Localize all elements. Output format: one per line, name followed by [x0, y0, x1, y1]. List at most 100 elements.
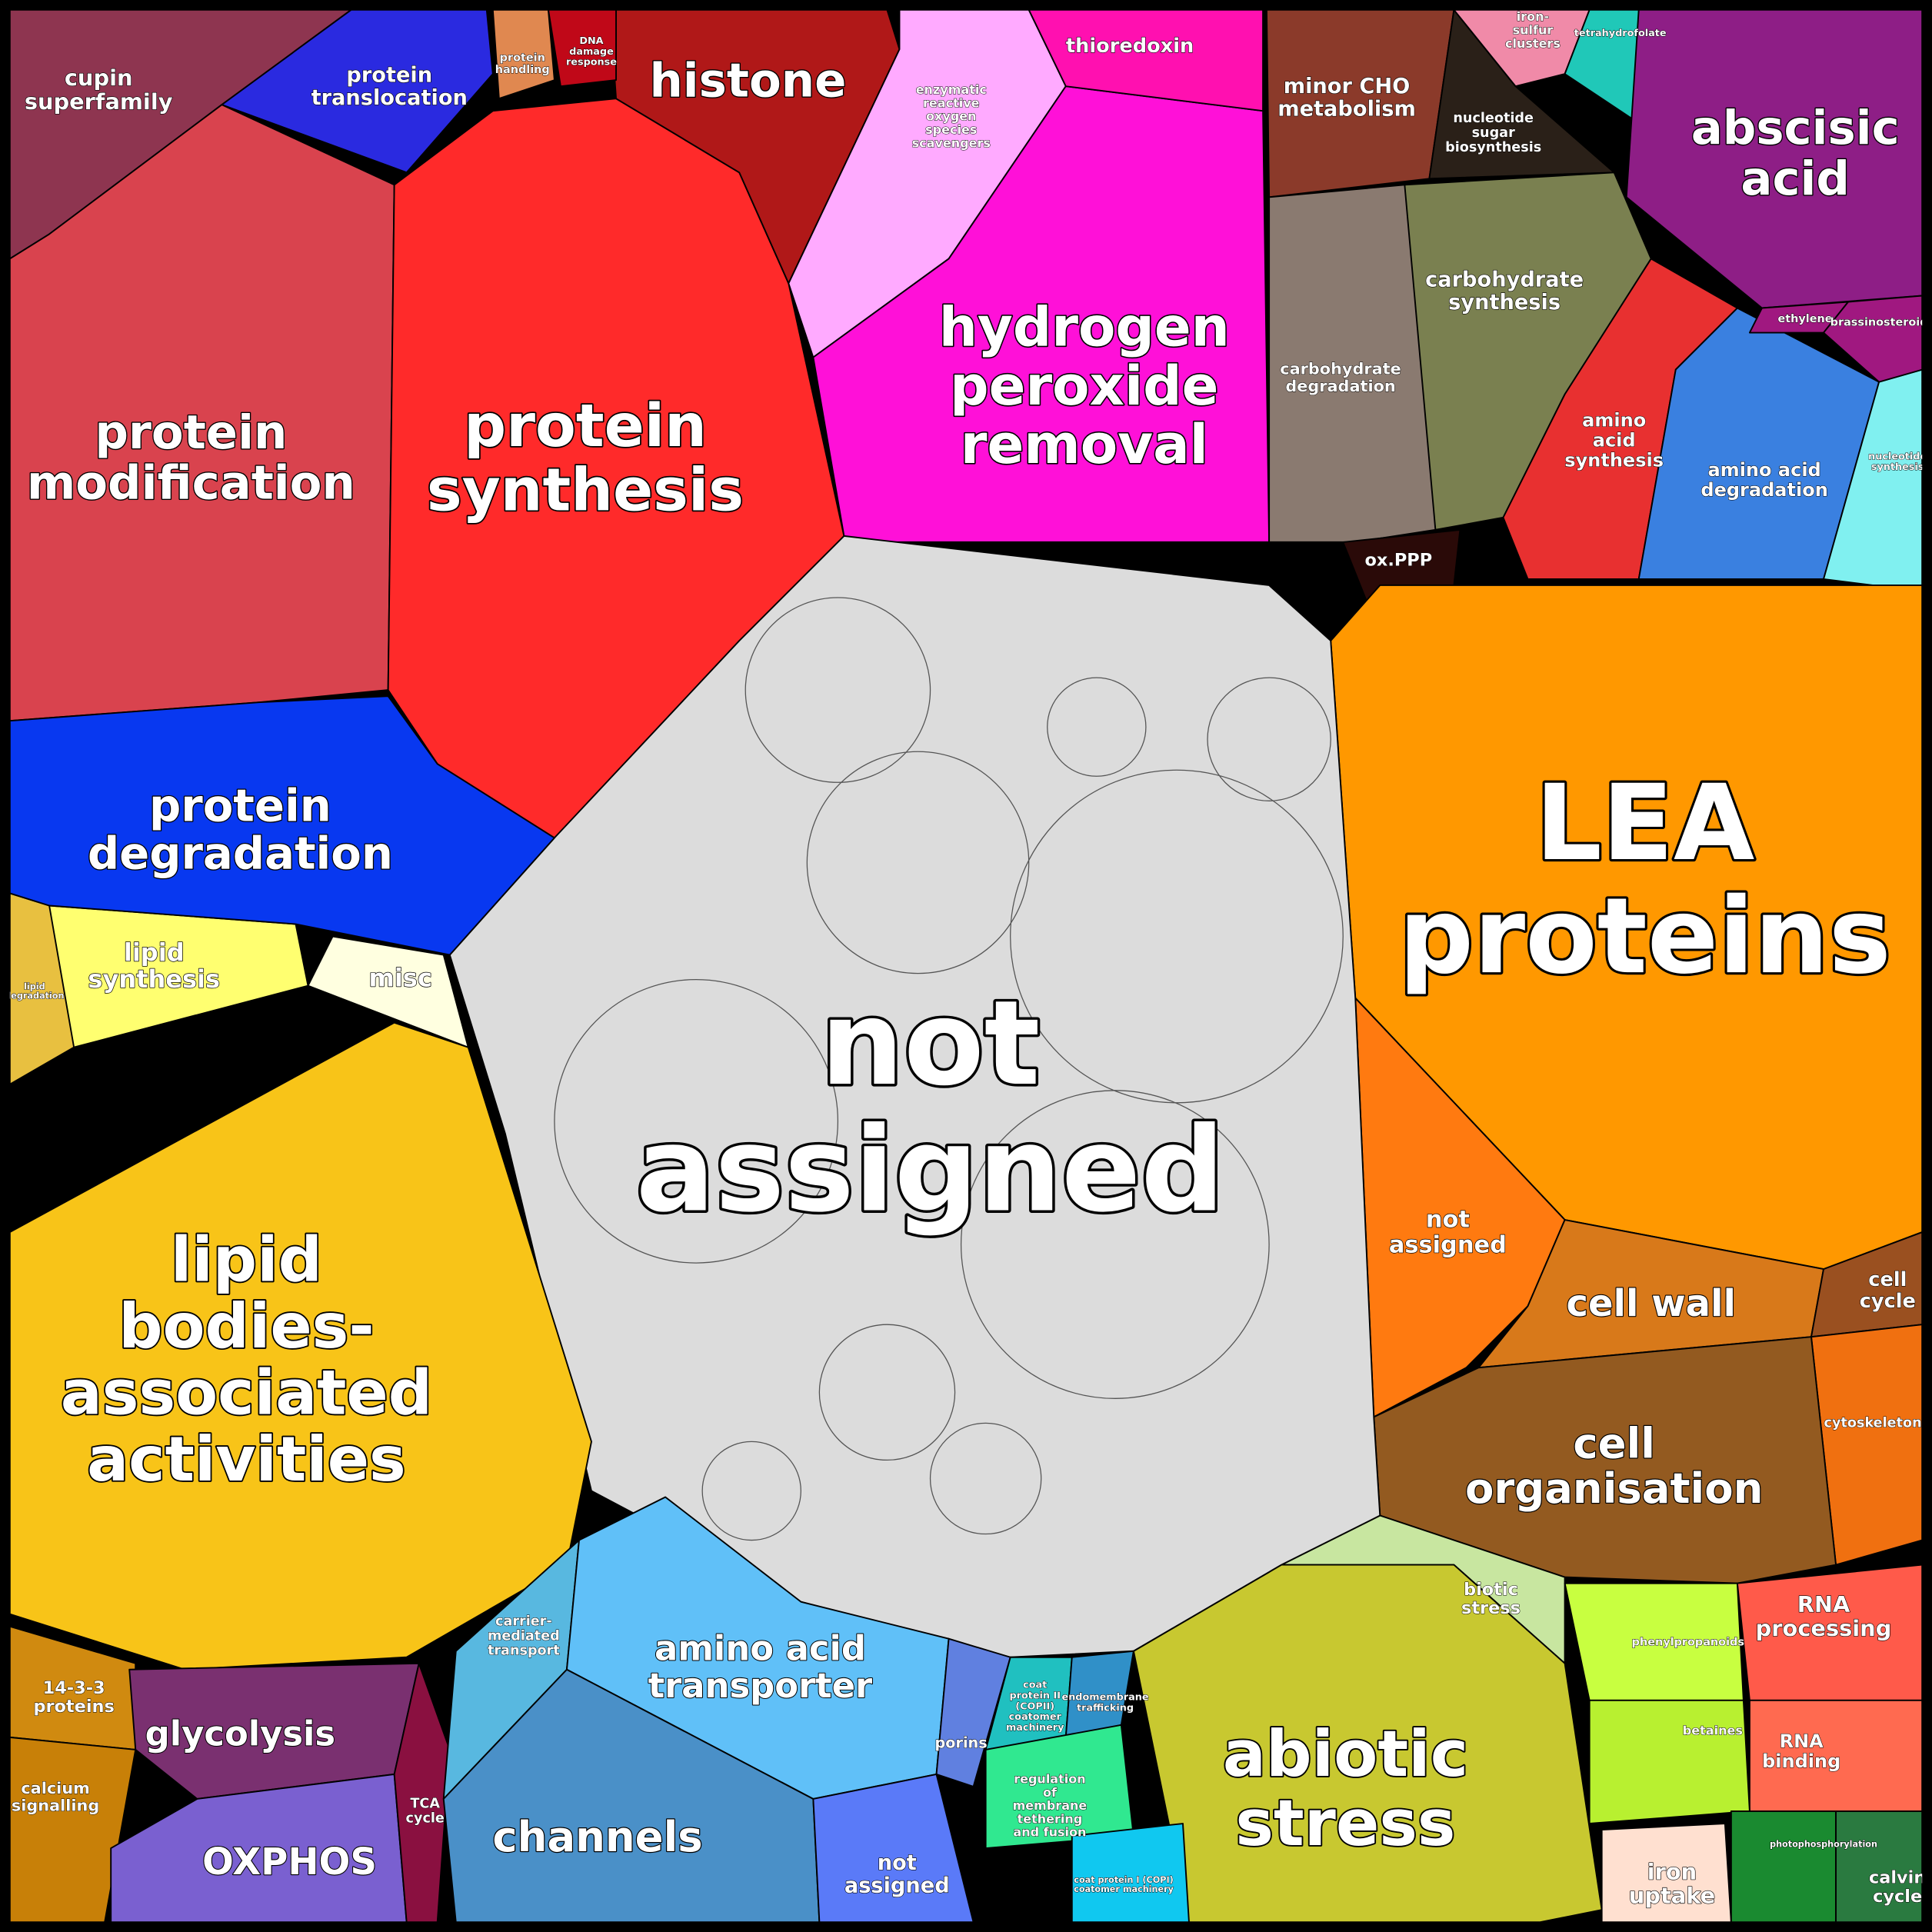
cell-label: regulation [1014, 1771, 1085, 1786]
cell-label: protein [500, 52, 545, 65]
cell-label: associated [61, 1357, 432, 1429]
cell-label: cycle [1873, 1887, 1922, 1907]
cell-label: signalling [12, 1797, 99, 1815]
cell-label: assigned [636, 1102, 1224, 1238]
cell-label: abiotic [1223, 1717, 1468, 1791]
cell-label: peroxide [950, 355, 1218, 418]
subcell [1207, 677, 1331, 801]
cell [935, 1637, 1011, 1787]
cell-label: metabolism [1277, 97, 1416, 121]
subcell [806, 751, 1030, 974]
cell-label: protein II [1009, 1690, 1061, 1701]
cell [1071, 1823, 1190, 1924]
cell-label: OXPHOS [202, 1840, 377, 1884]
cell-label: translocation [311, 86, 468, 110]
cell-label: response [566, 57, 617, 68]
cell-label: iron [1647, 1859, 1697, 1885]
cell-label: transport [488, 1644, 560, 1659]
cell-label: and fusion [1013, 1825, 1086, 1840]
subcell [1047, 677, 1147, 777]
cell [1637, 307, 1880, 580]
cell-label: acid [1593, 430, 1636, 451]
cell-label: amino acid [655, 1628, 866, 1669]
cell-label: clusters [1505, 36, 1561, 51]
subcell [744, 597, 931, 783]
cell-label: carbohydrate [1425, 268, 1584, 291]
cell-label: scavengers [912, 135, 991, 150]
cell-label: reactive [923, 95, 980, 110]
cell-label: minor CHO [1284, 75, 1411, 98]
cell-label: stress [1461, 1598, 1521, 1618]
cell-label: cupin [65, 65, 133, 91]
cell-label: acid [1740, 152, 1850, 206]
cell-label: degradation [88, 828, 393, 880]
cell-label: organisation [1465, 1464, 1763, 1513]
cell-label: activities [87, 1424, 406, 1495]
cell-label: carrier- [495, 1614, 552, 1629]
cell-label: ethylene [1777, 313, 1832, 325]
cell-label: carbohydrate [1280, 360, 1401, 378]
cell-label: protein [149, 779, 331, 831]
cell-label: thioredoxin [1066, 35, 1194, 58]
cell-label: synthesis [88, 964, 220, 994]
cell-label: lipid [171, 1224, 322, 1296]
cell-label: proteins [33, 1697, 114, 1717]
subcell [554, 978, 839, 1264]
cell-label: coatomer machinery [1074, 1884, 1174, 1894]
subcell [818, 1324, 956, 1461]
cell [1588, 1699, 1750, 1824]
cell-label: channels [492, 1812, 702, 1861]
cell-label: calcium [21, 1779, 90, 1797]
cell-label: RNA [1797, 1591, 1850, 1617]
cell-label: processing [1756, 1615, 1892, 1641]
cell-label: handling [495, 64, 550, 76]
cell-label: endomembrane [1062, 1692, 1149, 1704]
subcell [960, 1090, 1270, 1399]
cell-label: cell [1573, 1418, 1655, 1467]
cell-label: coat [1023, 1680, 1047, 1691]
cell-label: synthesis [1564, 449, 1664, 471]
cell-label: protein [464, 392, 707, 461]
cell-label: mediated [488, 1629, 560, 1644]
cell-label: tethering [1018, 1811, 1083, 1826]
cell-label: proteins [1399, 876, 1891, 998]
cell-label: machinery [1006, 1722, 1064, 1734]
cells [8, 8, 1924, 1924]
cell-label: iron- [1517, 9, 1549, 24]
cell-label: cytoskeleton [1824, 1415, 1922, 1431]
cell-label: photophosphorylation [1770, 1839, 1877, 1849]
cell-label: damage [569, 46, 614, 58]
cell-label: cycle [406, 1811, 445, 1827]
cell-label: transporter [648, 1665, 872, 1706]
cell-label: porins [935, 1734, 988, 1751]
cell-label: TCA [410, 1796, 440, 1811]
cell-label: of [1043, 1785, 1058, 1800]
cell-label: amino [1582, 410, 1646, 431]
subcell [929, 1422, 1042, 1535]
cell-label: membrane [1013, 1798, 1088, 1813]
cell-label: DNA [579, 35, 603, 47]
cell-label: assigned [1389, 1232, 1507, 1259]
cell [1730, 1810, 1837, 1924]
cell-label: protein [346, 64, 432, 88]
cell-label: synthesis [1871, 461, 1924, 473]
labels: cupinsuperfamilyproteintranslocationprot… [5, 9, 1928, 1910]
cell-label: removal [961, 413, 1208, 476]
cell-label: species [925, 122, 977, 137]
cell-label: cell [1868, 1268, 1907, 1291]
cell-label: biotic [1464, 1580, 1518, 1600]
cell-label: nucleotide [1868, 451, 1927, 462]
cell-label: lipid [24, 982, 45, 992]
cell-label: bodies- [118, 1291, 374, 1362]
cell-label: synthesis [427, 456, 744, 525]
cell-label: coatomer [1009, 1711, 1062, 1723]
cell-label: degradation [1700, 479, 1827, 501]
cell-label: lipid [124, 938, 185, 967]
cell-label: modification [27, 456, 355, 511]
cell-label: binding [1762, 1750, 1840, 1772]
cell-label: phenylpropanoids [1632, 1637, 1744, 1649]
cell-label: misc [368, 964, 431, 993]
cell-label: not [878, 1851, 917, 1875]
